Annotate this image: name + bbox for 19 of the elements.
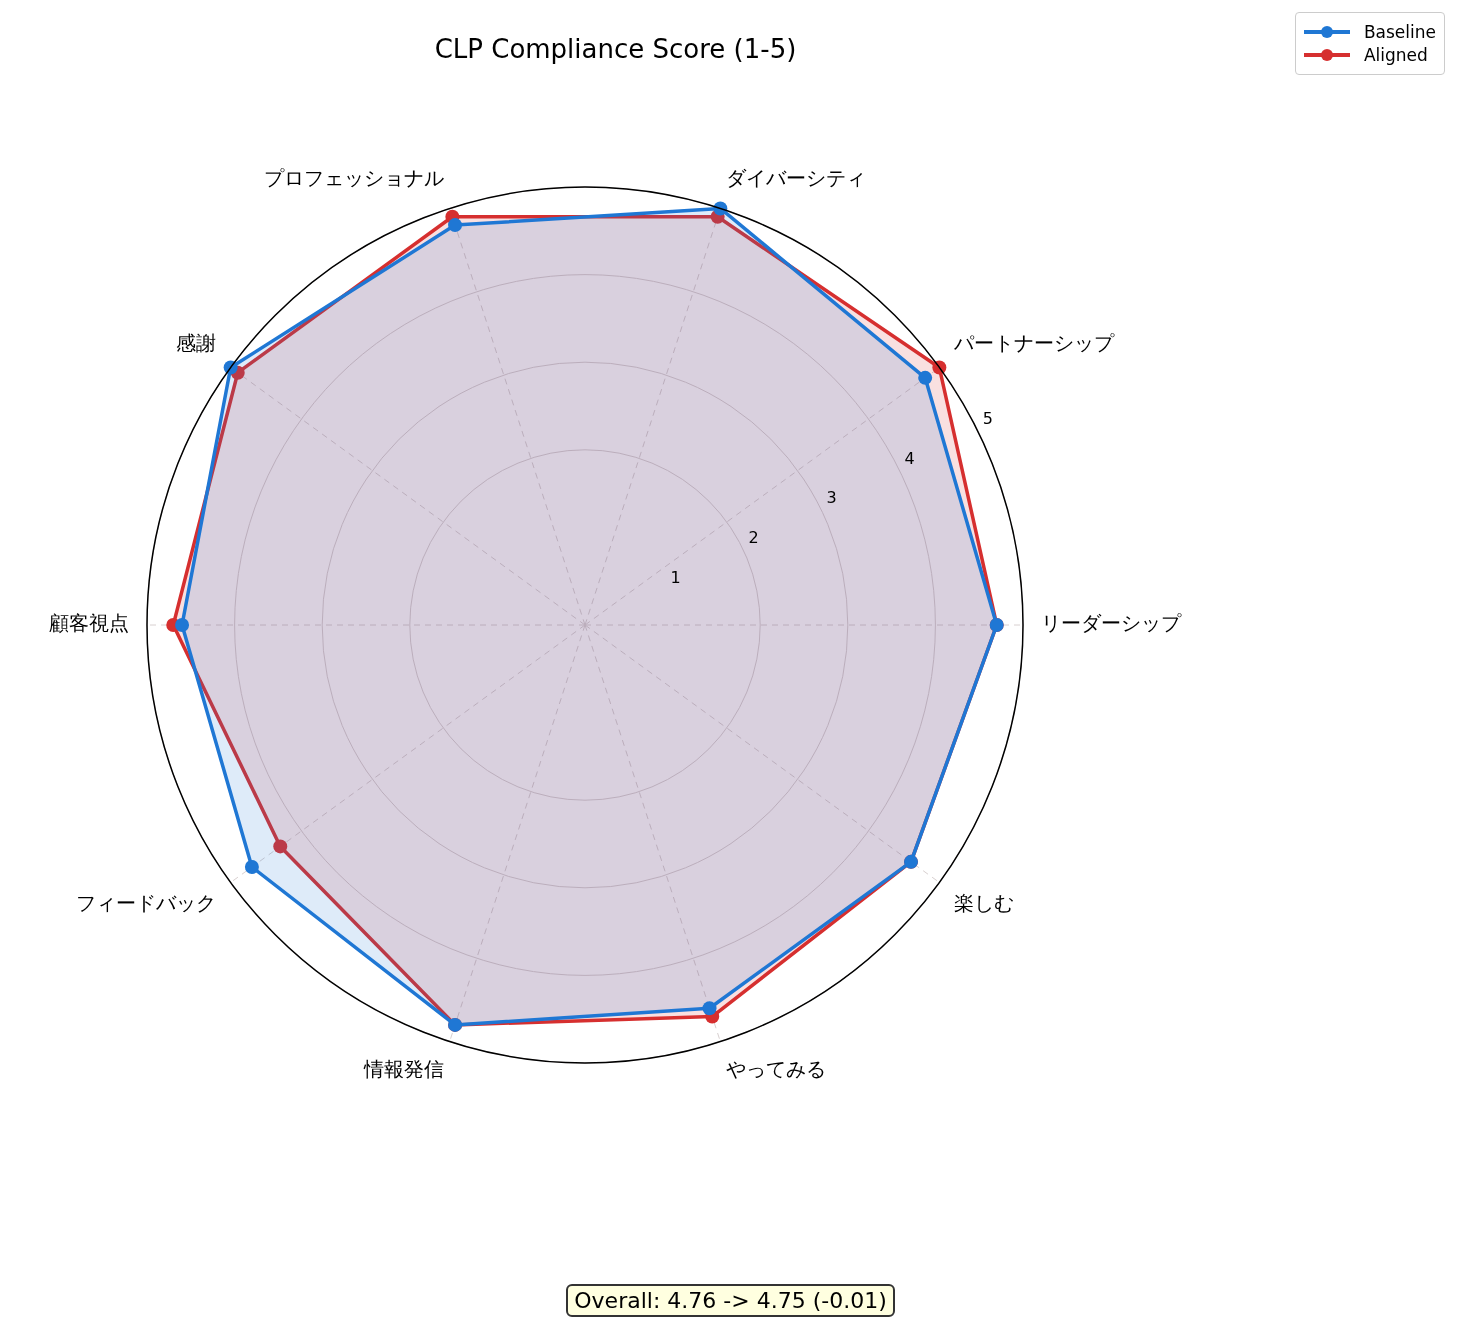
spoke-label: 楽しむ	[953, 891, 1014, 916]
spoke-label: 顧客視点	[49, 611, 129, 636]
y-tick-label: 3	[826, 488, 837, 508]
legend-label: Aligned	[1363, 45, 1428, 65]
y-tick-label: 2	[748, 528, 759, 548]
text: CLP Compliance Score (1-5)	[434, 34, 797, 65]
spoke-label: ダイバーシティ	[725, 165, 866, 190]
spoke-label: 情報発信	[363, 1056, 445, 1081]
y-tick-label: 1	[670, 568, 681, 588]
spoke-label: パートナーシップ	[952, 331, 1115, 356]
spoke-label: 感謝	[176, 331, 217, 356]
legend-label: Baseline	[1363, 22, 1436, 42]
spoke-label: リーダーシップ	[1041, 611, 1182, 636]
y-tick-label: 4	[904, 448, 915, 468]
y-tick-label: 5	[982, 408, 993, 428]
text: Overall: 4.76 -> 4.75 (-0.01)	[566, 1284, 895, 1317]
spoke-label: やってみる	[725, 1056, 826, 1081]
spoke-label: プロフェッショナル	[264, 165, 445, 190]
spoke-label: フィードバック	[76, 891, 217, 916]
